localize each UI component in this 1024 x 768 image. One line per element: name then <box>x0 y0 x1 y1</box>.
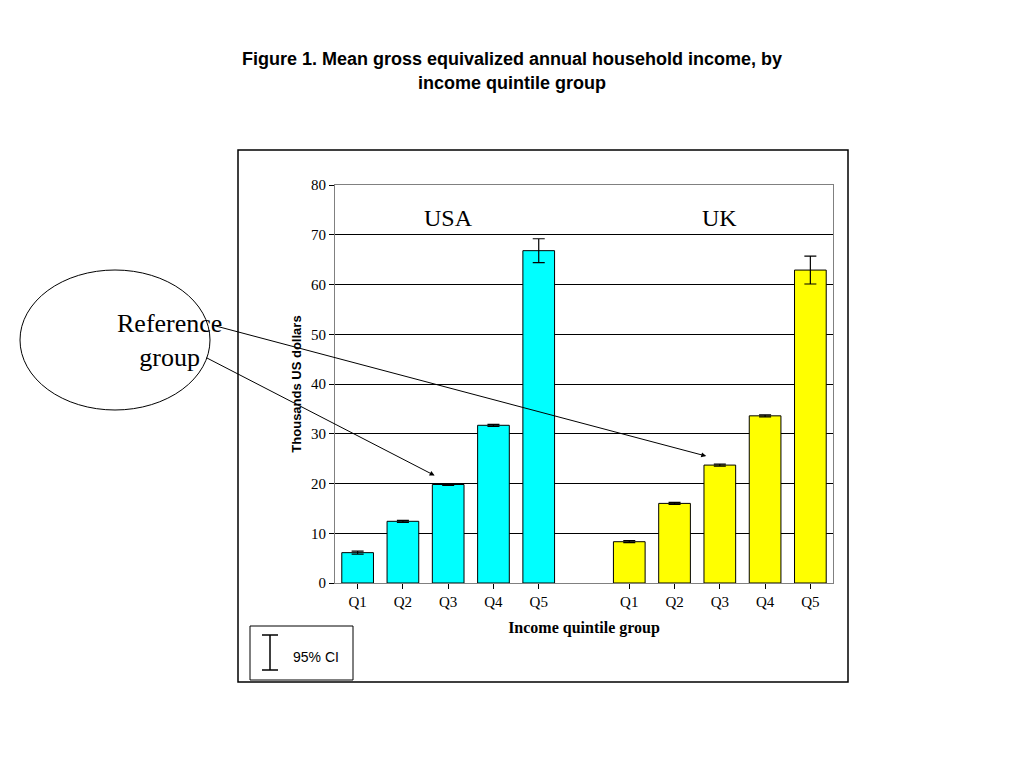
svg-text:Q1: Q1 <box>620 594 638 610</box>
svg-text:Thousands US dollars: Thousands US dollars <box>289 315 304 452</box>
svg-text:70: 70 <box>311 227 326 243</box>
svg-text:Q2: Q2 <box>394 594 412 610</box>
svg-text:UK: UK <box>702 205 737 231</box>
svg-text:50: 50 <box>311 327 326 343</box>
svg-text:10: 10 <box>311 526 326 542</box>
svg-text:Q4: Q4 <box>484 594 503 610</box>
svg-text:Figure 1. Mean gross equivaliz: Figure 1. Mean gross equivalized annual … <box>242 49 782 92</box>
svg-text:Income quintile group: Income quintile group <box>508 619 660 637</box>
svg-text:Q4: Q4 <box>756 594 775 610</box>
svg-text:30: 30 <box>311 426 326 442</box>
svg-text:95% CI: 95% CI <box>293 649 339 665</box>
svg-text:Q2: Q2 <box>665 594 683 610</box>
svg-text:Q5: Q5 <box>530 594 548 610</box>
svg-text:0: 0 <box>319 575 327 591</box>
svg-text:40: 40 <box>311 376 326 392</box>
svg-text:Q3: Q3 <box>439 594 457 610</box>
svg-text:Referencegroup: Referencegroup <box>117 309 222 372</box>
svg-text:60: 60 <box>311 277 326 293</box>
svg-text:USA: USA <box>424 205 473 231</box>
svg-text:Q5: Q5 <box>801 594 819 610</box>
svg-text:20: 20 <box>311 476 326 492</box>
svg-text:Q1: Q1 <box>348 594 366 610</box>
svg-text:Q3: Q3 <box>711 594 729 610</box>
svg-text:80: 80 <box>311 177 326 193</box>
